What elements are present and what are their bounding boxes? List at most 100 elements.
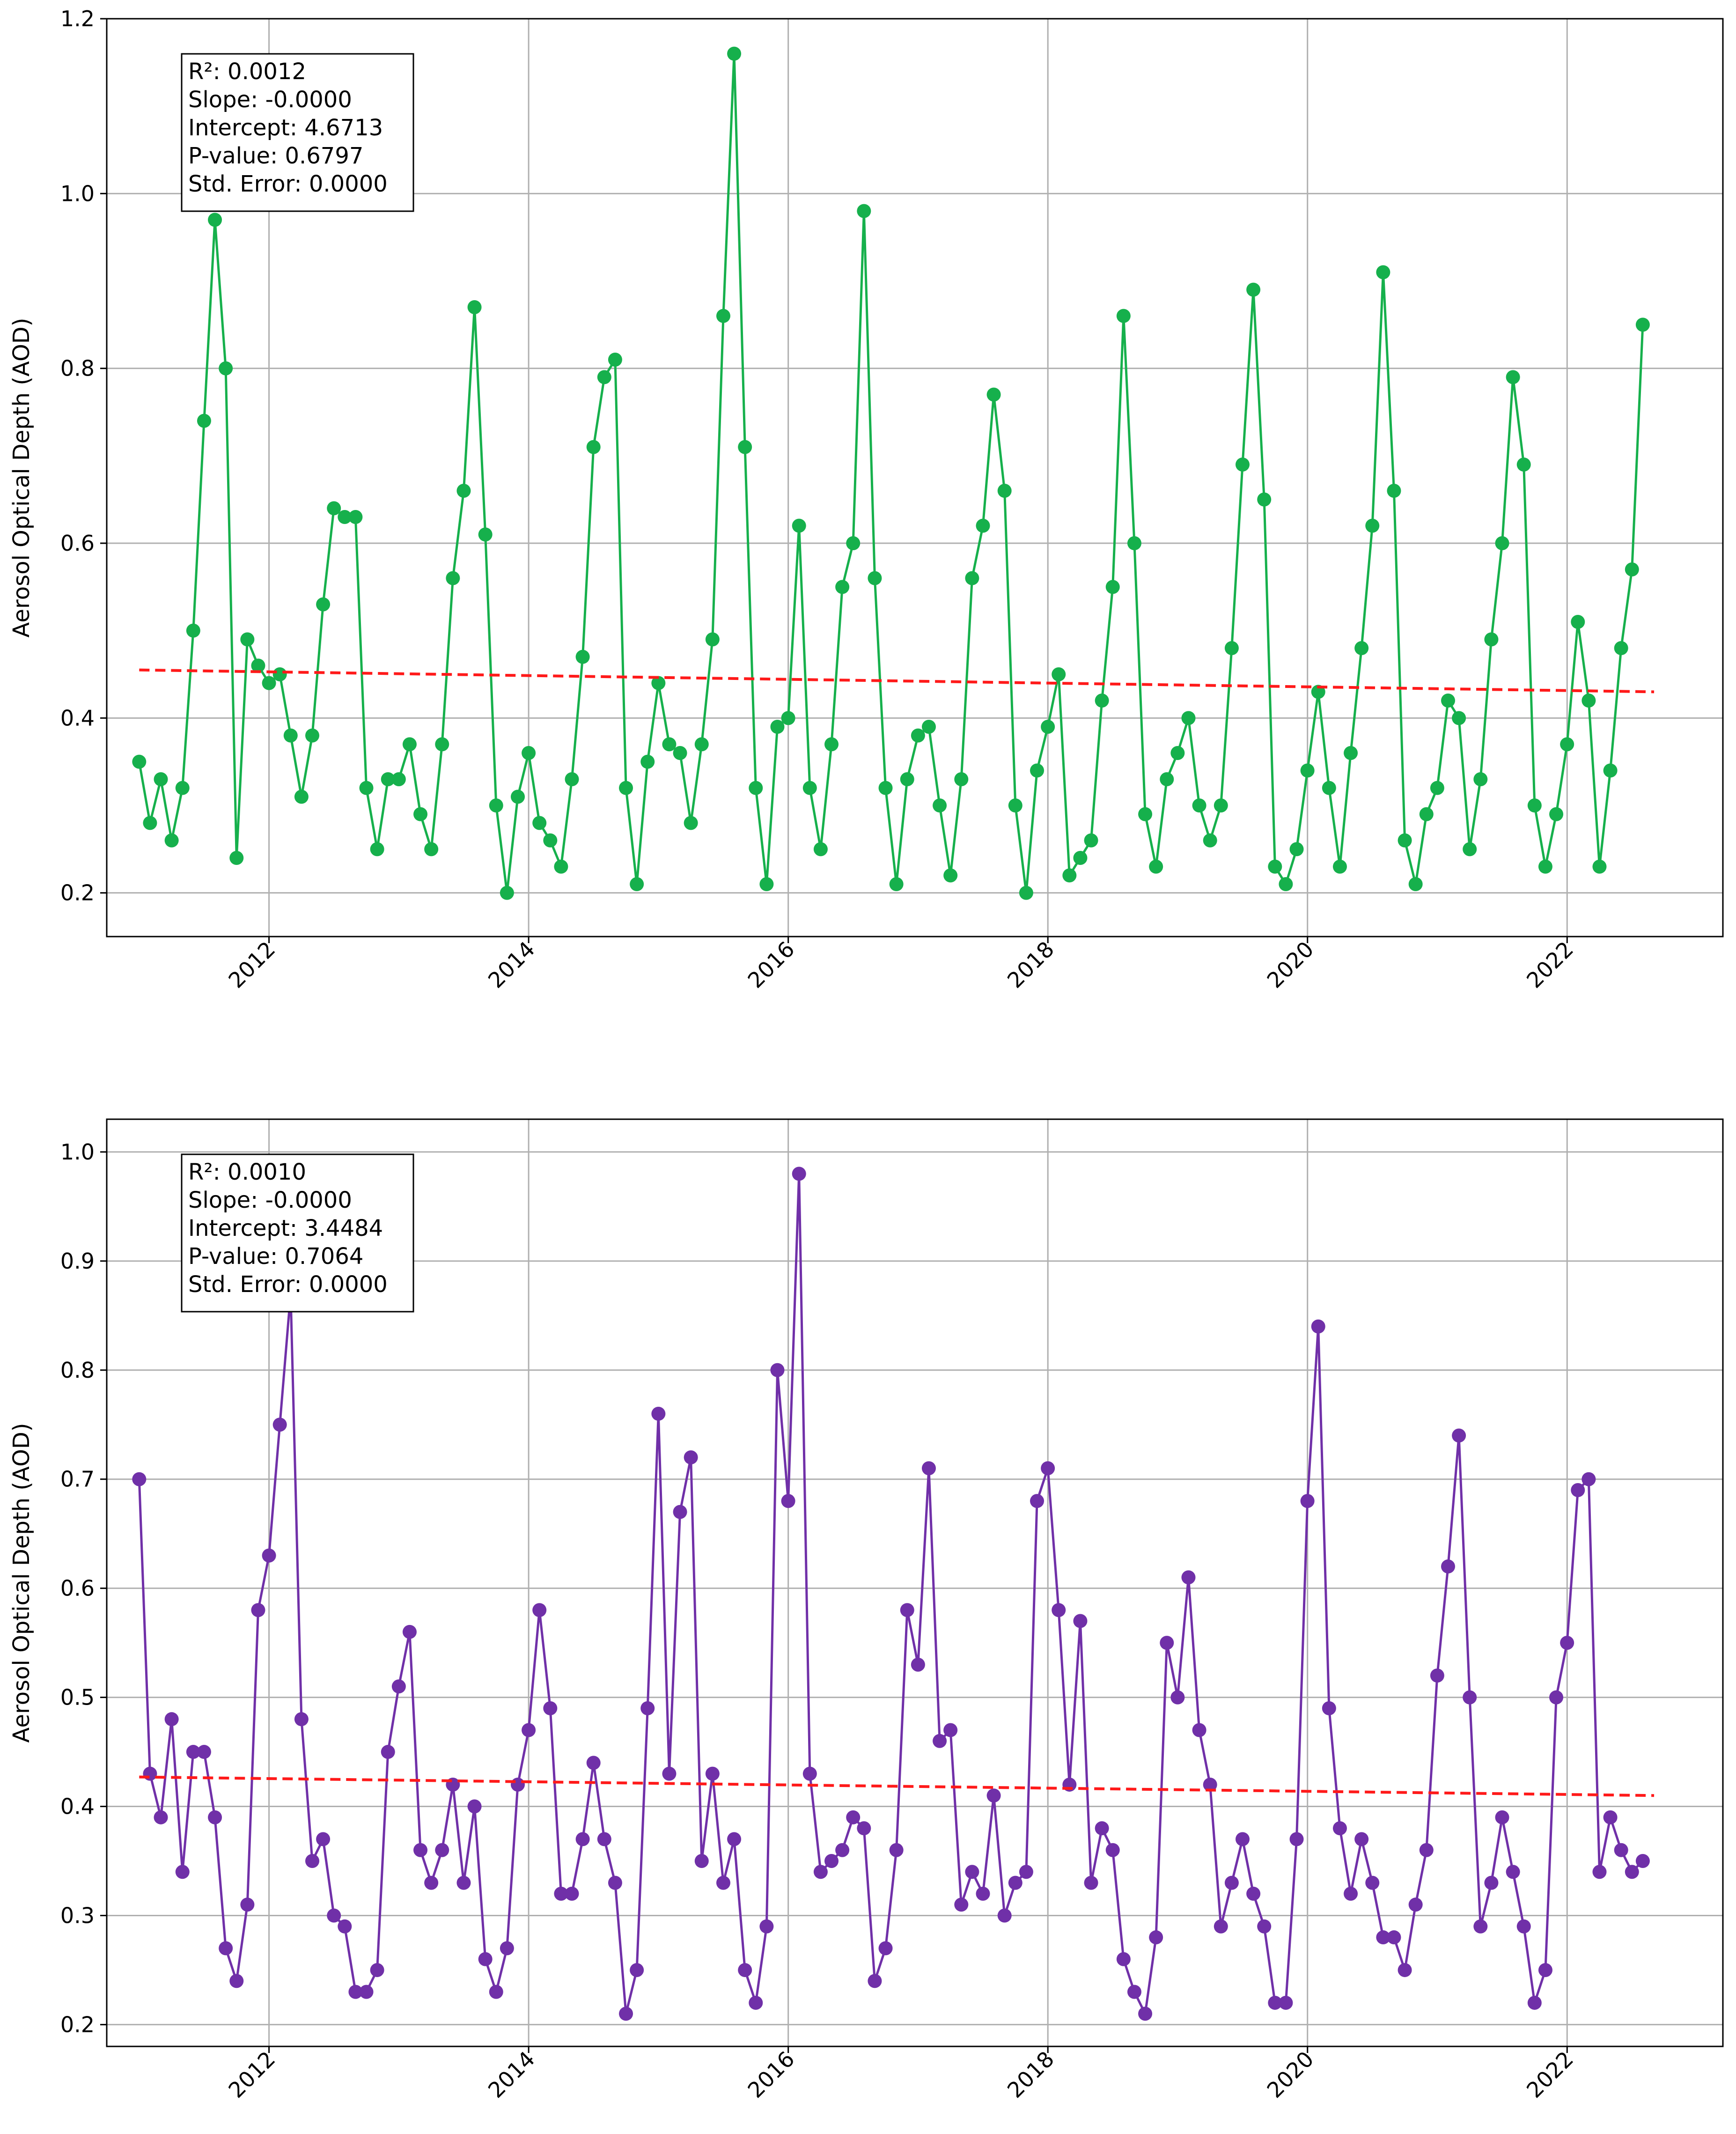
stats-box-frame [181,53,414,212]
data-point [1192,798,1206,812]
data-point [1516,1919,1531,1934]
data-point [727,46,742,61]
data-point [965,571,979,585]
data-point [986,387,1001,402]
data-point [294,790,309,804]
data-point [1138,2007,1153,2021]
data-point [1300,1494,1315,1508]
data-point [1549,1690,1564,1705]
y-tick-label: 0.9 [60,1248,95,1274]
data-point [738,440,752,454]
data-point [802,1766,817,1781]
data-point [1527,1995,1542,2010]
data-point [684,1450,698,1465]
data-point [900,772,914,786]
data-point [154,1810,168,1824]
data-point [1354,641,1369,655]
data-point [262,1548,276,1563]
data-point [456,484,471,498]
data-point [1300,763,1315,778]
y-tick-label: 0.5 [60,1685,95,1710]
stats-line: Std. Error: 0.0000 [188,171,388,197]
data-point [921,1461,936,1476]
x-tick-label: 2018 [1002,2046,1059,2103]
data-point [1008,1876,1022,1890]
data-point [759,1919,774,1934]
data-point [1549,807,1564,821]
y-tick-label: 0.2 [60,880,95,906]
y-tick-label: 0.8 [60,356,95,381]
x-tick-label: 2022 [1522,2046,1578,2103]
data-point [489,1985,503,1999]
data-point [413,807,428,821]
data-point [619,781,633,795]
y-tick-label: 0.2 [60,2012,95,2037]
data-point [1311,1319,1325,1334]
data-point [543,1701,558,1715]
data-point [1322,1701,1336,1715]
data-point [1495,536,1509,550]
data-point [132,754,147,769]
data-point [510,790,525,804]
data-point [1365,518,1380,533]
y-tick-label: 0.3 [60,1903,95,1928]
data-point [1322,781,1336,795]
data-point [272,1418,287,1432]
data-point [1614,641,1628,655]
data-point [1376,1930,1390,1945]
data-point [608,1876,622,1890]
data-point [456,1876,471,1890]
x-tick-label: 2012 [223,937,280,993]
data-point [1419,807,1434,821]
data-point [954,1898,969,1912]
data-point [327,501,341,516]
data-point [1257,492,1272,507]
data-point [489,798,503,812]
data-point [1463,1690,1477,1705]
data-point [1506,370,1520,384]
data-point [467,1799,482,1814]
data-point [1344,1886,1358,1901]
data-point [662,737,677,752]
data-point [143,816,157,830]
data-point [1560,1636,1574,1650]
data-point [1387,484,1401,498]
data-point [1224,1876,1239,1890]
x-tick-label: 2016 [743,937,799,993]
data-point [1398,1963,1412,1977]
data-point [1527,798,1542,812]
data-point [1257,1919,1272,1934]
data-point [1398,833,1412,848]
data-point [1105,1843,1120,1857]
data-point [186,623,200,638]
data-point [316,597,331,612]
data-point [370,842,384,857]
data-point [208,213,222,227]
x-tick-label: 2014 [483,2046,540,2103]
data-point [933,798,947,812]
data-point [749,781,763,795]
x-tick-label: 2012 [223,2046,280,2103]
data-point [1452,1428,1466,1443]
data-point [1268,859,1282,874]
data-point [208,1810,222,1824]
data-point [1019,886,1033,900]
data-point [889,877,904,891]
y-tick-label: 1.2 [60,6,95,31]
data-point [1582,1472,1596,1486]
stats-box-frame [181,1153,414,1313]
data-point [1430,1669,1444,1683]
data-point [391,772,406,786]
data-point [1582,694,1596,708]
data-point [446,571,460,585]
y-tick-label: 1.0 [60,181,95,206]
data-point [1603,763,1618,778]
data-point [186,1745,200,1759]
data-point [1236,458,1250,472]
data-point [1084,833,1098,848]
data-point [1203,1777,1217,1792]
data-point [1160,772,1174,786]
data-point [402,1624,417,1639]
data-point [1408,877,1423,891]
data-point [933,1734,947,1748]
